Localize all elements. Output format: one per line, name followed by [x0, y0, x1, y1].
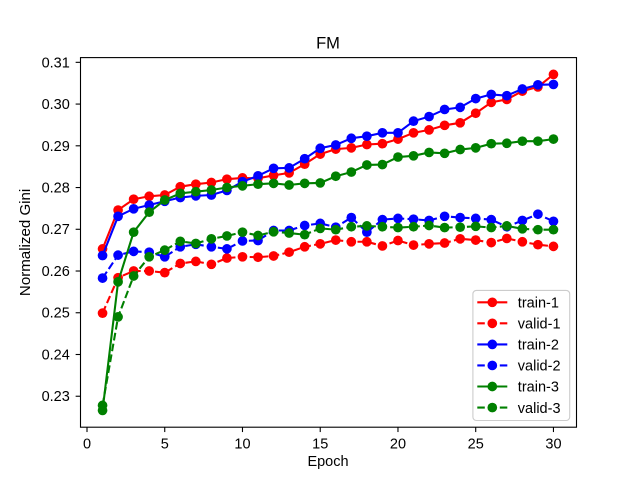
svg-text:0.24: 0.24 [42, 347, 70, 363]
svg-text:train-3: train-3 [518, 380, 559, 396]
svg-text:30: 30 [545, 436, 561, 452]
svg-text:Normalized Gini: Normalized Gini [17, 189, 34, 296]
svg-text:FM: FM [316, 35, 340, 53]
svg-text:25: 25 [468, 436, 484, 452]
svg-text:15: 15 [312, 436, 328, 452]
svg-text:valid-3: valid-3 [518, 401, 561, 417]
svg-text:0.31: 0.31 [42, 55, 70, 71]
svg-text:0.26: 0.26 [42, 264, 70, 280]
svg-text:0.30: 0.30 [42, 97, 70, 113]
svg-text:5: 5 [161, 436, 169, 452]
svg-text:valid-1: valid-1 [518, 317, 561, 333]
svg-text:0.23: 0.23 [42, 389, 70, 405]
svg-text:0.27: 0.27 [42, 222, 70, 238]
svg-text:Epoch: Epoch [307, 454, 348, 470]
svg-text:10: 10 [234, 436, 250, 452]
svg-text:valid-2: valid-2 [518, 359, 561, 375]
svg-text:0.29: 0.29 [42, 139, 70, 155]
svg-text:train-1: train-1 [518, 296, 559, 312]
svg-text:20: 20 [390, 436, 406, 452]
svg-text:0.25: 0.25 [42, 306, 70, 322]
svg-text:train-2: train-2 [518, 338, 559, 354]
svg-text:0: 0 [83, 436, 91, 452]
svg-text:0.28: 0.28 [42, 181, 70, 197]
